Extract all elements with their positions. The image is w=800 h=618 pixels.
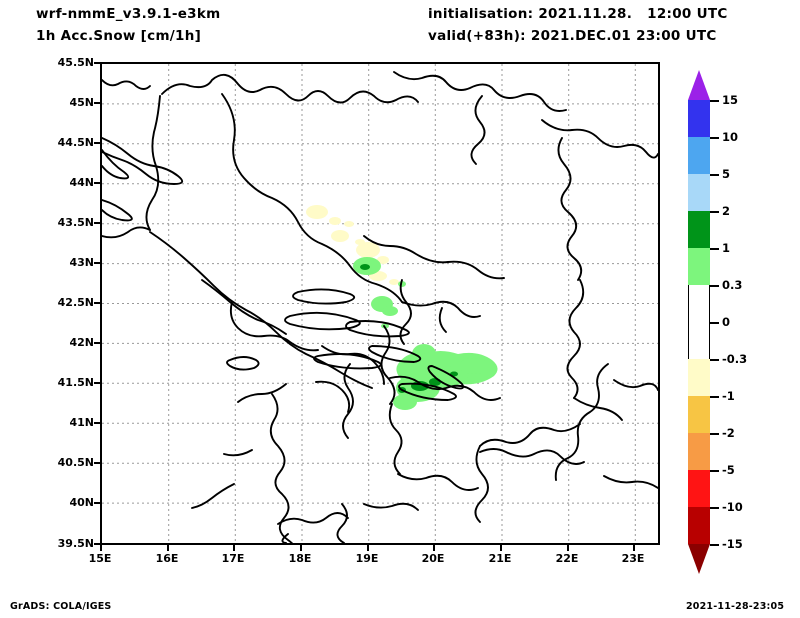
colorbar-tick-5 (710, 285, 719, 287)
y-axis-label-8: 41.5N (57, 376, 94, 389)
colorbar-label-1: 1 (722, 241, 731, 255)
y-axis-label-2: 44.5N (57, 136, 94, 149)
colorbar-label-5: 5 (722, 167, 731, 181)
x-tick-20E (433, 545, 435, 551)
x-tick-22E (567, 545, 569, 551)
patch-group-trace (306, 205, 399, 285)
colorbar-label-15: 15 (722, 93, 739, 107)
colorbar-segment-neg5-neg10 (688, 470, 710, 507)
colorbar-tick-2 (710, 174, 719, 176)
y-axis-label-10: 40.5N (57, 456, 94, 469)
render-timestamp: 2021-11-28-23:05 (686, 601, 785, 612)
snow-data-field (306, 205, 498, 410)
colorbar-segment-neg10-neg15 (688, 507, 710, 544)
x-axis-label-4: 19E (355, 552, 379, 565)
y-tick-44.5 (94, 142, 100, 144)
y-tick-45.5 (94, 62, 100, 64)
colorbar-tick-9 (710, 433, 719, 435)
valid-time-label: valid(+83h): 2021.DEC.01 23:00 UTC (428, 28, 717, 44)
colorbar-tick-6 (710, 322, 719, 324)
y-axis-label-12: 39.5N (57, 537, 94, 550)
y-tick-40 (94, 502, 100, 504)
colorbar-tick-8 (710, 396, 719, 398)
x-tick-15E (100, 545, 102, 551)
colorbar-tick-11 (710, 507, 719, 509)
x-axis-label-5: 20E (421, 552, 445, 565)
colorbar-segment-neg0.3-neg1 (688, 359, 710, 396)
y-axis-label-4: 43.5N (57, 216, 94, 229)
colorbar-segment-5-10 (688, 137, 710, 174)
colorbar-label-neg5: -5 (722, 463, 735, 477)
map-plot-area (100, 62, 660, 545)
colorbar-tick-12 (710, 544, 719, 546)
colorbar-label-neg0.3: -0.3 (722, 352, 748, 366)
x-axis-label-0: 15E (88, 552, 112, 565)
y-tick-41.5 (94, 382, 100, 384)
colorbar-label-neg10: -10 (722, 500, 743, 514)
y-tick-44 (94, 182, 100, 184)
colorbar-tick-4 (710, 248, 719, 250)
initialisation-label: initialisation: 2021.11.28. 12:00 UTC (428, 6, 728, 22)
y-axis-label-7: 42N (69, 336, 94, 349)
y-tick-39.5 (94, 543, 100, 545)
colorbar-tick-10 (710, 470, 719, 472)
colorbar-label-neg2: -2 (722, 426, 735, 440)
x-tick-17E (233, 545, 235, 551)
y-axis-label-11: 40N (69, 496, 94, 509)
y-tick-45 (94, 102, 100, 104)
y-axis-label-3: 44N (69, 176, 94, 189)
x-tick-16E (167, 545, 169, 551)
patch-group-light (353, 257, 498, 410)
colorbar-arrow-bottom (688, 544, 710, 574)
x-axis-label-7: 22E (555, 552, 579, 565)
x-axis-label-3: 18E (288, 552, 312, 565)
x-tick-19E (367, 545, 369, 551)
colorbar-negative (688, 359, 710, 544)
x-axis-label-6: 21E (488, 552, 512, 565)
y-axis-label-0: 45.5N (57, 56, 94, 69)
colorbar-segment-1-2 (688, 211, 710, 248)
model-title: wrf-nmmE_v3.9.1-e3km (36, 6, 221, 22)
colorbar-tick-3 (710, 211, 719, 213)
y-tick-42.5 (94, 302, 100, 304)
colorbar-label-neg15: -15 (722, 537, 743, 551)
y-tick-43 (94, 262, 100, 264)
grads-attribution: GrADS: COLA/IGES (10, 601, 112, 612)
x-tick-21E (500, 545, 502, 551)
colorbar-label-10: 10 (722, 130, 739, 144)
field-title: 1h Acc.Snow [cm/1h] (36, 28, 202, 44)
map-canvas (102, 64, 658, 543)
y-axis-label-5: 43N (69, 256, 94, 269)
colorbar (688, 100, 710, 285)
colorbar-tick-1 (710, 137, 719, 139)
x-axis-label-8: 23E (621, 552, 645, 565)
colorbar-label-0.3: 0.3 (722, 278, 743, 292)
x-axis-label-2: 17E (221, 552, 245, 565)
colorbar-label-2: 2 (722, 204, 731, 218)
y-axis-label-1: 45N (69, 96, 94, 109)
colorbar-zero-band (688, 285, 710, 359)
colorbar-segment-neg1-neg2 (688, 396, 710, 433)
colorbar-arrow-top (688, 70, 710, 100)
y-tick-42 (94, 342, 100, 344)
x-tick-23E (633, 545, 635, 551)
y-tick-41 (94, 422, 100, 424)
colorbar-label-neg1: -1 (722, 389, 735, 403)
y-tick-43.5 (94, 222, 100, 224)
x-tick-18E (300, 545, 302, 551)
y-axis-label-9: 41N (69, 416, 94, 429)
y-tick-40.5 (94, 462, 100, 464)
colorbar-tick-7 (710, 359, 719, 361)
colorbar-segment-neg2-neg5 (688, 433, 710, 470)
x-axis-label-1: 16E (155, 552, 179, 565)
colorbar-segment-0.3-1 (688, 248, 710, 285)
colorbar-label-0: 0 (722, 315, 731, 329)
colorbar-segment-2-5 (688, 174, 710, 211)
colorbar-segment-10-15 (688, 100, 710, 137)
coastlines-and-borders (102, 71, 658, 543)
colorbar-tick-0 (710, 100, 719, 102)
y-axis-label-6: 42.5N (57, 296, 94, 309)
